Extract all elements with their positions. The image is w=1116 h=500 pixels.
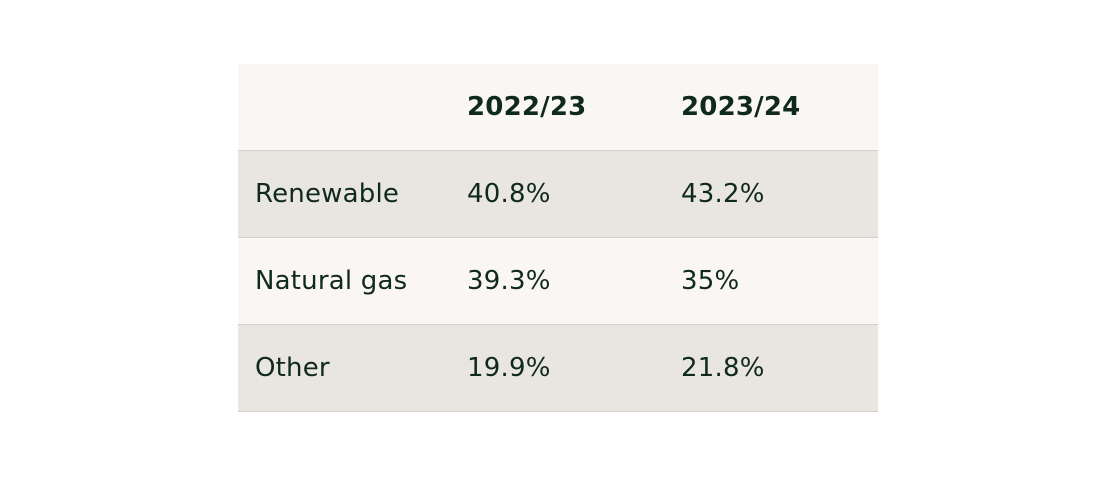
header-row: 2022/23 2023/24	[238, 64, 878, 151]
table-cell: 39.3%	[467, 266, 551, 296]
table-cell: 40.8%	[467, 179, 551, 209]
column-header: 2022/23	[467, 92, 587, 122]
row-label: Other	[255, 353, 330, 383]
table-cell: 19.9%	[467, 353, 551, 383]
table-row: Renewable 40.8% 43.2%	[238, 151, 878, 238]
table-row: Natural gas 39.3% 35%	[238, 238, 878, 325]
table-row: Other 19.9% 21.8%	[238, 325, 878, 412]
column-header: 2023/24	[681, 92, 801, 122]
table-cell: 43.2%	[681, 179, 765, 209]
table-cell: 35%	[681, 266, 740, 296]
row-label: Renewable	[255, 179, 400, 209]
table: 2022/23 2023/24 Renewable 40.8% 43.2% Natural…	[238, 64, 878, 412]
table-cell: 21.8%	[681, 353, 765, 383]
row-label: Natural gas	[255, 266, 408, 296]
